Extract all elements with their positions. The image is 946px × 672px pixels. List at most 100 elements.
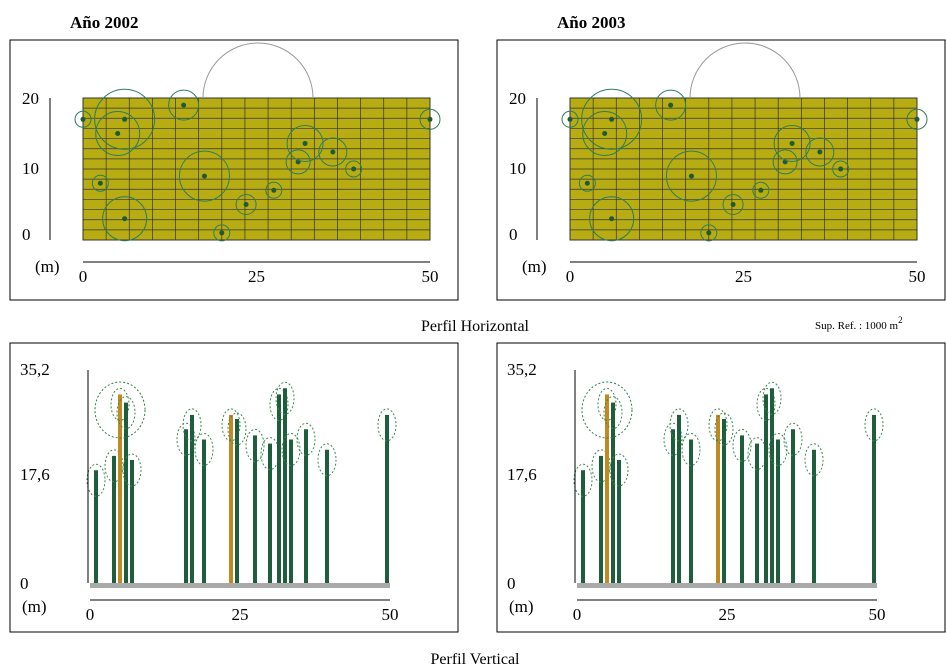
trunk	[812, 449, 816, 583]
stem	[80, 116, 86, 122]
crown	[864, 408, 884, 442]
stem	[219, 230, 225, 236]
stem	[181, 102, 187, 108]
trunk	[671, 429, 675, 583]
crown	[762, 381, 782, 415]
x-label: 50	[909, 267, 926, 286]
trunk	[599, 455, 603, 583]
crown	[94, 381, 146, 439]
panel-title: Año 2002	[70, 13, 138, 32]
y-label: 20	[22, 89, 39, 108]
x-label: 50	[422, 267, 439, 286]
crown	[281, 433, 301, 466]
crown	[752, 181, 770, 199]
y-label: 0	[20, 574, 29, 593]
reference-exponent: 2	[898, 315, 903, 325]
crown	[589, 196, 635, 242]
trunk	[740, 435, 744, 583]
trunk	[253, 435, 257, 583]
trunk	[581, 470, 585, 583]
crown	[732, 428, 752, 462]
crown	[178, 150, 230, 202]
reference-area: Sup. Ref. : 1000 m2	[815, 315, 903, 332]
stem	[351, 166, 357, 172]
crown	[74, 110, 92, 128]
crown	[772, 149, 798, 175]
trunk	[385, 414, 389, 583]
big-crown	[689, 42, 801, 99]
stem	[243, 202, 249, 207]
trunk	[124, 402, 128, 583]
trunk	[755, 443, 759, 583]
crown	[269, 387, 289, 421]
x-label: 50	[382, 605, 399, 624]
crown	[245, 428, 265, 462]
trunk	[94, 470, 98, 583]
crown	[804, 443, 824, 477]
stem	[302, 140, 308, 146]
x-label: 0	[79, 267, 88, 286]
trunk	[325, 449, 329, 583]
y-label: 10	[22, 159, 39, 178]
trunk	[770, 388, 774, 583]
crown	[581, 381, 633, 439]
panel-frame	[9, 39, 459, 301]
stem	[688, 173, 694, 179]
crown	[561, 110, 579, 128]
crown	[663, 422, 683, 456]
crown	[345, 160, 363, 178]
crown	[578, 174, 596, 192]
x-label: 25	[248, 267, 265, 286]
trunk	[229, 414, 233, 583]
crown	[285, 149, 311, 175]
crown	[102, 196, 148, 242]
y-label: 17,6	[507, 465, 537, 484]
crown	[168, 89, 200, 121]
y-label: 10	[509, 159, 526, 178]
crown	[609, 453, 629, 487]
stem	[668, 102, 674, 108]
stem	[122, 116, 128, 122]
crown	[573, 463, 593, 497]
panel-frame	[496, 342, 946, 633]
y-label: 35,2	[20, 360, 50, 379]
trunk	[268, 443, 272, 583]
stem	[609, 116, 615, 122]
crown	[768, 433, 788, 466]
stem	[567, 116, 573, 122]
caption-vertical: Perfil Vertical	[430, 651, 520, 668]
crown	[603, 396, 623, 430]
trunk	[611, 402, 615, 583]
trunk	[689, 439, 693, 583]
x-label: 50	[869, 605, 886, 624]
y-label: 20	[509, 89, 526, 108]
stem	[730, 202, 736, 207]
crown	[783, 422, 803, 456]
crown	[122, 453, 142, 487]
trunk	[289, 439, 293, 583]
x-label: 25	[232, 605, 249, 624]
x-label: 0	[573, 605, 582, 624]
unit-label: (m)	[509, 597, 534, 616]
crown	[213, 224, 231, 242]
crown	[708, 408, 728, 442]
trunk	[677, 414, 681, 583]
trunk	[605, 394, 609, 583]
trunk	[277, 394, 281, 583]
stem	[97, 180, 103, 186]
panel-frame	[496, 39, 946, 301]
stem	[271, 187, 277, 193]
crown	[235, 194, 257, 215]
trunk	[202, 439, 206, 583]
reference-text: Sup. Ref. : 1000 m	[815, 320, 899, 332]
crown	[94, 88, 156, 150]
stem	[330, 149, 336, 155]
crown	[655, 89, 687, 121]
crown	[275, 381, 295, 415]
caption-horizontal: Perfil Horizontal	[421, 318, 530, 335]
crown	[756, 387, 776, 421]
crown	[669, 408, 689, 442]
stem	[817, 149, 823, 155]
